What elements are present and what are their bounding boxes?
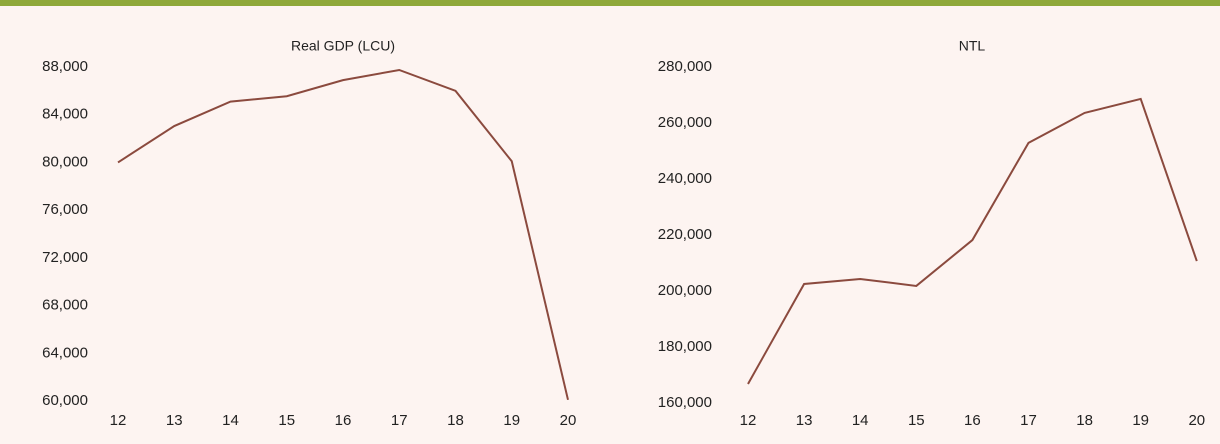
y-tick-label: 180,000 [658, 338, 712, 355]
line [117, 68, 569, 401]
x-tick-label: 12 [110, 412, 127, 429]
y-tick-label: 88,000 [42, 58, 88, 75]
x-tick-label: 13 [796, 412, 813, 429]
y-tick-label: 200,000 [658, 282, 712, 299]
line [747, 97, 1198, 385]
x-tick-label: 13 [166, 412, 183, 429]
y-tick-label: 240,000 [658, 170, 712, 187]
x-tick-label: 17 [1020, 412, 1037, 429]
x-tick-label: 15 [278, 412, 295, 429]
y-tick-label: 260,000 [658, 114, 712, 131]
y-tick-label: 64,000 [42, 344, 88, 361]
chart-title: NTL [959, 38, 986, 54]
y-tick-label: 160,000 [658, 394, 712, 411]
x-tick-label: 14 [852, 412, 869, 429]
y-tick-label: 72,000 [42, 249, 88, 266]
x-tick-label: 17 [391, 412, 408, 429]
x-tick-label: 19 [503, 412, 520, 429]
x-tick-label: 15 [908, 412, 925, 429]
x-tick-label: 12 [740, 412, 757, 429]
y-tick-label: 280,000 [658, 58, 712, 75]
x-tick-label: 20 [560, 412, 577, 429]
x-tick-label: 14 [222, 412, 239, 429]
y-tick-label: 84,000 [42, 106, 88, 123]
x-tick-label: 18 [1076, 412, 1093, 429]
top-bar [0, 0, 1220, 6]
x-tick-label: 16 [335, 412, 352, 429]
x-tick-label: 20 [1188, 412, 1205, 429]
x-tick-label: 18 [447, 412, 464, 429]
chart-title: Real GDP (LCU) [291, 38, 395, 54]
y-tick-label: 68,000 [42, 297, 88, 314]
y-tick-label: 80,000 [42, 153, 88, 170]
x-tick-label: 16 [964, 412, 981, 429]
x-tick-label: 19 [1132, 412, 1149, 429]
y-tick-label: 76,000 [42, 201, 88, 218]
y-tick-label: 60,000 [42, 392, 88, 409]
y-tick-label: 220,000 [658, 226, 712, 243]
